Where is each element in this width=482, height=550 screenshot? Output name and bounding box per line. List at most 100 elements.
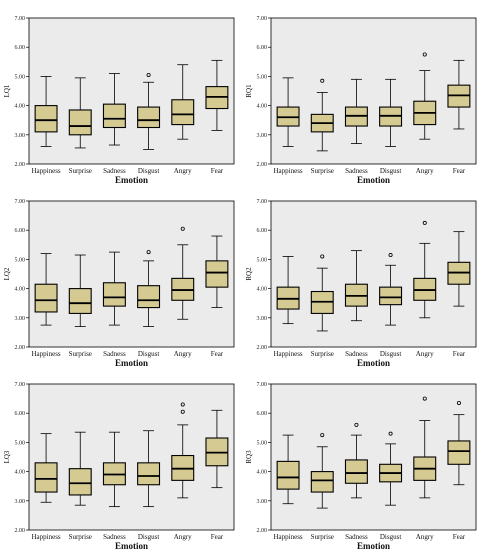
outlier-point <box>422 52 427 57</box>
outlier-point <box>354 422 359 427</box>
outlier-point <box>180 402 185 407</box>
x-tick-label: Angry <box>416 167 434 175</box>
y-tick-label: 7.00 <box>257 382 268 388</box>
box-angry <box>413 396 437 499</box>
box-happiness <box>34 433 58 503</box>
y-tick-label: 7.00 <box>15 382 26 388</box>
iqr-box <box>205 260 229 288</box>
y-axis-label: RQ1 <box>245 84 253 98</box>
x-tick-label: Disgust <box>138 167 159 175</box>
iqr-box <box>68 109 92 136</box>
x-tick-label: Angry <box>416 350 434 358</box>
x-tick-label: Fear <box>453 533 466 541</box>
chart-panel-2: 2.00 3.00 4.00 5.00 6.00 7.00 RQ1 Happiness Surp… <box>245 16 477 185</box>
box-happiness <box>34 253 58 326</box>
iqr-box <box>137 285 161 309</box>
x-tick-label: Surprise <box>311 350 334 358</box>
outlier-point <box>320 433 325 438</box>
y-tick-label: 5.00 <box>15 74 26 80</box>
x-tick-label: Angry <box>174 350 192 358</box>
box-sadness <box>102 251 126 326</box>
box-fear <box>447 400 471 486</box>
box-happiness <box>34 76 58 147</box>
iqr-box <box>310 471 334 493</box>
chart-panel-4: 2.00 3.00 4.00 5.00 6.00 7.00 RQ2 Happiness Surp… <box>245 199 477 368</box>
box-surprise <box>68 254 92 327</box>
box-surprise <box>68 77 92 149</box>
x-axis-label: Emotion <box>357 175 390 185</box>
x-tick-label: Happiness <box>31 533 60 541</box>
x-tick-label: Fear <box>211 533 224 541</box>
y-tick-label: 7.00 <box>15 199 26 205</box>
outlier-point <box>388 431 393 436</box>
box-sadness <box>344 78 368 144</box>
plot-area <box>28 17 235 165</box>
iqr-box <box>344 459 368 484</box>
box-happiness <box>276 434 300 505</box>
box-fear <box>205 409 229 489</box>
iqr-box <box>34 105 58 133</box>
y-tick-label: 5.00 <box>257 257 268 263</box>
y-tick-label: 4.00 <box>257 287 268 293</box>
box-fear <box>447 231 471 307</box>
y-tick-label: 4.00 <box>257 470 268 476</box>
box-disgust <box>137 250 161 327</box>
box-disgust <box>379 78 403 147</box>
outlier-point <box>456 400 461 405</box>
x-tick-label: Sadness <box>345 350 368 358</box>
box-sadness <box>102 431 126 508</box>
y-tick-label: 5.00 <box>257 440 268 446</box>
x-tick-label: Fear <box>211 167 224 175</box>
x-axis-label: Emotion <box>357 358 390 368</box>
x-tick-label: Angry <box>174 533 192 541</box>
outlier-point <box>422 396 427 401</box>
y-tick-label: 6.00 <box>257 228 268 234</box>
x-tick-label: Disgust <box>138 533 159 541</box>
x-tick-label: Sadness <box>103 350 126 358</box>
chart-panel-5: 2.00 3.00 4.00 5.00 6.00 7.00 LQ3 Happiness Surp… <box>3 382 235 550</box>
chart-panel-1: 2.00 3.00 4.00 5.00 6.00 7.00 LQ1 Happiness Surp… <box>3 16 235 185</box>
y-tick-label: 6.00 <box>15 45 26 51</box>
x-tick-label: Happiness <box>31 167 60 175</box>
box-sadness <box>344 250 368 322</box>
iqr-box <box>34 283 58 313</box>
y-axis-label: RQ3 <box>245 450 253 464</box>
box-sadness <box>344 422 368 499</box>
x-tick-label: Fear <box>453 350 466 358</box>
box-disgust <box>137 72 161 150</box>
box-fear <box>205 235 229 308</box>
x-tick-label: Surprise <box>69 533 92 541</box>
y-tick-label: 2.00 <box>15 162 26 168</box>
x-tick-label: Disgust <box>380 350 401 358</box>
x-axis-label: Emotion <box>115 358 148 368</box>
outlier-point <box>146 250 151 255</box>
box-happiness <box>276 256 300 325</box>
outlier-point <box>146 72 151 77</box>
x-tick-label: Sadness <box>103 533 126 541</box>
y-axis-label: RQ2 <box>245 267 253 281</box>
y-tick-label: 5.00 <box>15 257 26 263</box>
iqr-box <box>276 460 300 490</box>
y-tick-label: 5.00 <box>15 440 26 446</box>
plot-area <box>270 383 477 531</box>
y-tick-label: 6.00 <box>15 411 26 417</box>
box-angry <box>171 64 195 140</box>
box-fear <box>205 59 229 131</box>
y-tick-label: 2.00 <box>15 345 26 351</box>
box-surprise <box>310 433 334 509</box>
y-tick-label: 4.00 <box>15 287 26 293</box>
iqr-box <box>379 286 403 306</box>
outlier-point <box>180 226 185 231</box>
box-happiness <box>276 77 300 147</box>
outlier-point <box>320 254 325 259</box>
chart-panel-6: 2.00 3.00 4.00 5.00 6.00 7.00 RQ3 Happiness Surp… <box>245 382 477 550</box>
iqr-box <box>68 288 92 314</box>
outlier-point <box>320 78 325 83</box>
y-tick-label: 3.00 <box>257 316 268 322</box>
x-tick-label: Angry <box>174 167 192 175</box>
plot-area <box>28 383 235 531</box>
box-angry <box>171 402 195 499</box>
y-tick-label: 4.00 <box>15 470 26 476</box>
x-axis-label: Emotion <box>115 541 148 550</box>
